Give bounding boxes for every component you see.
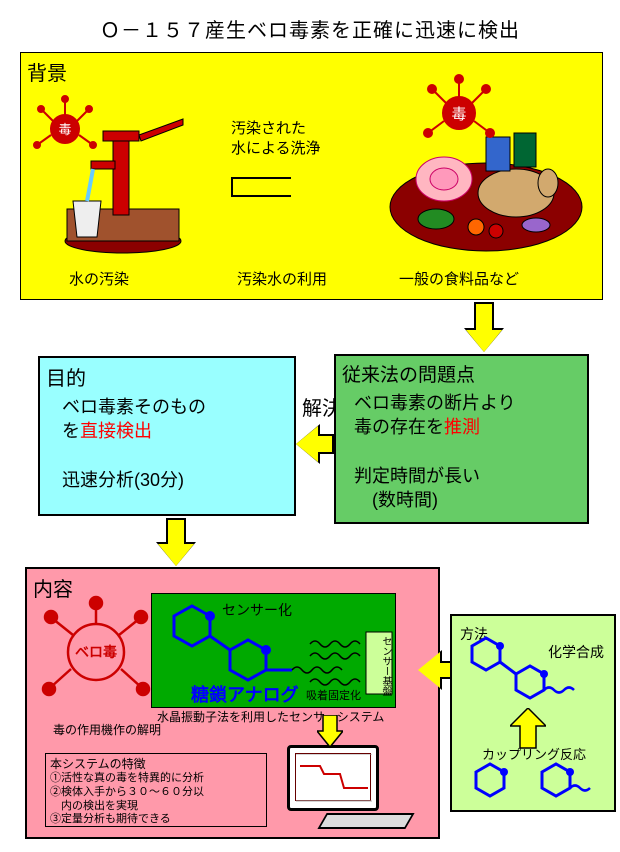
prob-line1: ベロ毒素の断片より xyxy=(354,393,516,413)
problems-label: 従来法の問題点 xyxy=(336,356,587,391)
arrow-coupling-up xyxy=(510,708,546,757)
caption-use: 汚染水の利用 xyxy=(237,268,327,289)
arrow-solve xyxy=(296,426,334,462)
background-panel: 背景 xyxy=(20,52,603,300)
background-label: 背景 xyxy=(21,53,602,90)
contamination-arrow xyxy=(231,169,313,205)
svg-text:毒: 毒 xyxy=(58,122,71,137)
arrow-bg-to-problems xyxy=(466,302,502,352)
features-title: 本システムの特徴 xyxy=(50,757,262,772)
feature-3: ③定量分析も期待できる xyxy=(50,813,262,827)
page-title: Ｏ－１５７産生ベロ毒素を正確に迅速に検出 xyxy=(0,0,620,43)
arrow-caption: 汚染された 水による洗浄 xyxy=(231,119,321,158)
analog-label: 糖鎖アナログ xyxy=(191,681,299,707)
goal-line2b: 直接検出 xyxy=(80,421,152,441)
feature-2b: 内の検出を実現 xyxy=(50,800,262,814)
prob-line2a: 毒の存在を xyxy=(354,417,444,437)
goal-line2a: を xyxy=(62,421,80,441)
feature-1: ①活性な真の毒を特異的に分析 xyxy=(50,772,262,786)
computer-illustration xyxy=(277,745,417,829)
food-illustration: 毒 xyxy=(376,87,586,267)
svg-text:ベロ毒: ベロ毒 xyxy=(75,644,117,660)
prob-line3: 判定時間が長い xyxy=(354,466,480,486)
toxin-icon: 毒 xyxy=(35,95,95,160)
goal-label: 目的 xyxy=(40,358,294,395)
water-pump-illustration: 毒 xyxy=(43,101,203,261)
adsorb-label: 吸着固定化 xyxy=(306,687,361,703)
arrow-goal-to-content xyxy=(158,518,194,566)
goal-line1: ベロ毒素そのもの xyxy=(62,397,206,417)
problems-panel: 従来法の問題点 ベロ毒素の断片より 毒の存在を推測 判定時間が長い (数時間) xyxy=(334,354,589,524)
goal-line3: 迅速分析(30分) xyxy=(62,470,184,490)
features-box: 本システムの特徴 ①活性な真の毒を特異的に分析 ②検体入手から３０～６０分以 内… xyxy=(45,753,267,827)
feature-2: ②検体入手から３０～６０分以 xyxy=(50,786,262,800)
vero-toxin-illustration: ベロ毒 xyxy=(41,597,151,712)
svg-text:毒: 毒 xyxy=(451,106,466,123)
prob-line2b: 推測 xyxy=(444,417,480,437)
substrate-label: センサー基盤 xyxy=(378,636,393,696)
caption-food: 一般の食料品など xyxy=(399,268,519,289)
method-panel: 方法 化学合成 カップリング反応 xyxy=(450,614,616,812)
mechanism-label: 毒の作用機作の解明 xyxy=(53,721,161,738)
qcm-label: 水晶振動子法を利用したセンサーシステム xyxy=(157,708,384,725)
goal-panel: 目的 ベロ毒素そのもの を直接検出 迅速分析(30分) xyxy=(38,356,296,516)
prob-line4: (数時間) xyxy=(354,490,438,510)
toxin-icon: 毒 xyxy=(424,73,494,148)
content-panel: 内容 ベロ毒 センサー化 xyxy=(25,567,440,839)
caption-water: 水の汚染 xyxy=(69,268,129,289)
arrow-to-computer xyxy=(317,715,343,756)
